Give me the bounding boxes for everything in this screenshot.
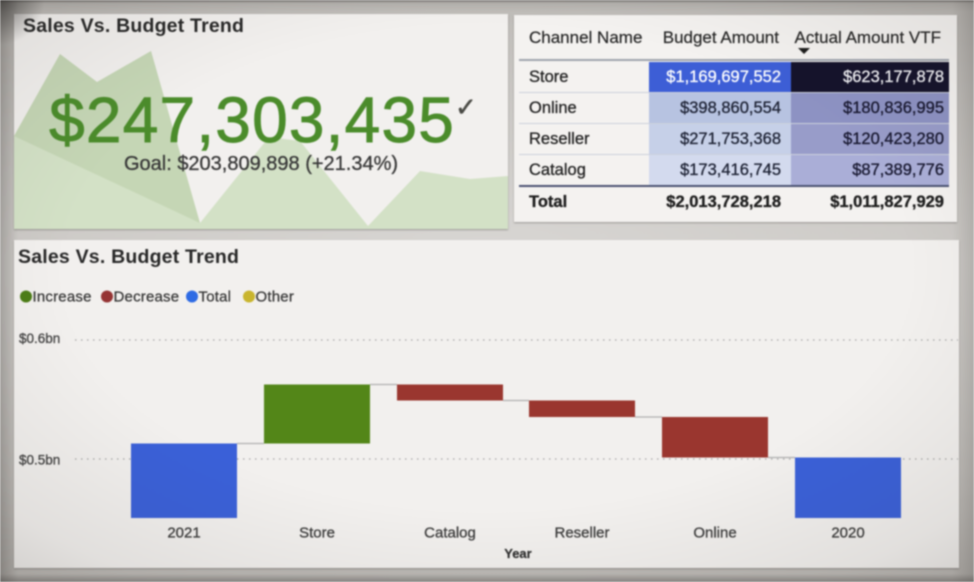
svg-text:Decrease: Decrease xyxy=(114,289,180,306)
svg-text:2021: 2021 xyxy=(167,525,200,542)
svg-text:Total: Total xyxy=(199,289,232,306)
svg-text:Increase: Increase xyxy=(33,289,92,306)
svg-text:2020: 2020 xyxy=(831,525,864,542)
svg-text:$0.5bn: $0.5bn xyxy=(19,453,60,468)
svg-text:Other: Other xyxy=(256,289,295,306)
svg-text:Store: Store xyxy=(299,525,335,542)
svg-text:Catalog: Catalog xyxy=(424,525,476,542)
svg-text:Reseller: Reseller xyxy=(554,525,609,542)
svg-text:Online: Online xyxy=(693,525,736,542)
svg-text:$0.6bn: $0.6bn xyxy=(19,331,60,346)
svg-text:Year: Year xyxy=(504,546,531,561)
